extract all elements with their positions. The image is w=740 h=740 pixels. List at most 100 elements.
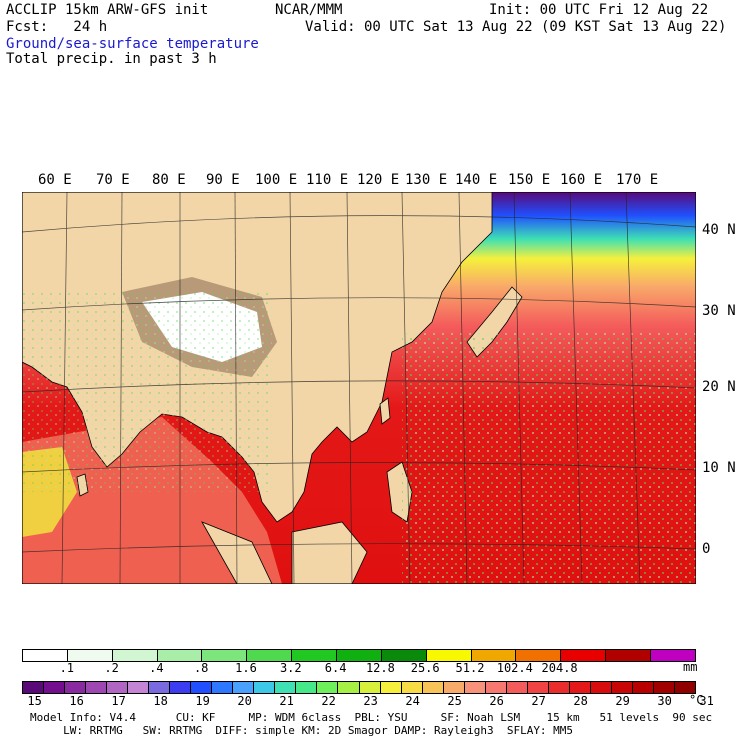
colorbar-tick-label: 51.2 bbox=[455, 661, 485, 675]
colorbar-cell bbox=[674, 682, 695, 693]
colorbar-tick-label: 29 bbox=[615, 694, 630, 708]
colorbar-cell bbox=[561, 650, 607, 661]
valid-time: Valid: 00 UTC Sat 13 Aug 22 (09 KST Sat … bbox=[305, 19, 727, 35]
colorbar-cell bbox=[296, 682, 318, 693]
colorbar-tick-label: 17 bbox=[111, 694, 126, 708]
colorbar-cell bbox=[651, 650, 695, 661]
colorbar-tick-label: 1.6 bbox=[235, 661, 257, 675]
latitude-label: 10 N bbox=[702, 460, 736, 476]
graticule bbox=[22, 192, 696, 584]
precip-colorbar bbox=[22, 649, 696, 662]
colorbar-cell bbox=[606, 650, 652, 661]
colorbar-cell bbox=[381, 650, 427, 661]
colorbar-cell bbox=[338, 682, 360, 693]
colorbar-tick-label: 204.8 bbox=[541, 661, 578, 675]
colorbar-cell bbox=[107, 682, 129, 693]
longitude-label: 60 E bbox=[38, 172, 72, 188]
colorbar-cell bbox=[471, 650, 517, 661]
colorbar-cell bbox=[212, 682, 234, 693]
colorbar-cell bbox=[202, 650, 248, 661]
precip-overlay-land bbox=[22, 292, 272, 492]
forecast-hour: Fcst: 24 h bbox=[6, 19, 108, 35]
colorbar-tick-label: 28 bbox=[573, 694, 588, 708]
temperature-colorbar bbox=[22, 681, 696, 694]
colorbar-tick-label: 19 bbox=[195, 694, 210, 708]
colorbar-cell bbox=[149, 682, 171, 693]
latitude-label: 0 bbox=[702, 541, 711, 557]
colorbar-cell bbox=[65, 682, 87, 693]
colorbar-cell bbox=[632, 682, 654, 693]
init-time: Init: 00 UTC Fri 12 Aug 22 bbox=[489, 2, 709, 18]
colorbar-tick-label: 30 bbox=[657, 694, 672, 708]
colorbar-cell bbox=[422, 682, 444, 693]
forecast-map bbox=[22, 192, 696, 584]
colorbar-cell bbox=[317, 682, 339, 693]
colorbar-cell bbox=[527, 682, 549, 693]
longitude-label: 130 E bbox=[405, 172, 448, 188]
colorbar-tick-label: 20 bbox=[237, 694, 252, 708]
longitude-label: 120 E bbox=[357, 172, 400, 188]
colorbar-tick-label: 27 bbox=[531, 694, 546, 708]
colorbar-tick-label: 12.8 bbox=[365, 661, 395, 675]
longitude-label: 80 E bbox=[152, 172, 186, 188]
colorbar-cell bbox=[590, 682, 612, 693]
precip-unit: mm bbox=[683, 660, 698, 674]
colorbar-tick-label: 16 bbox=[69, 694, 84, 708]
temperature-unit: °C bbox=[689, 693, 704, 707]
longitude-label: 140 E bbox=[455, 172, 498, 188]
colorbar-cell bbox=[44, 682, 66, 693]
colorbar-tick-label: .1 bbox=[59, 661, 75, 675]
colorbar-tick-label: .2 bbox=[104, 661, 119, 675]
colorbar-cell bbox=[191, 682, 213, 693]
colorbar-cell bbox=[67, 650, 113, 661]
colorbar-tick-label: 23 bbox=[363, 694, 378, 708]
colorbar-tick-label: 18 bbox=[153, 694, 168, 708]
model-title: ACCLIP 15km ARW-GFS init bbox=[6, 2, 209, 18]
colorbar-cell bbox=[23, 650, 68, 661]
longitude-label: 100 E bbox=[255, 172, 298, 188]
colorbar-cell bbox=[292, 650, 338, 661]
colorbar-cell bbox=[611, 682, 633, 693]
colorbar-tick-label: .8 bbox=[193, 661, 209, 675]
colorbar-tick-label: 25.6 bbox=[410, 661, 440, 675]
colorbar-tick-label: .4 bbox=[149, 661, 164, 675]
colorbar-tick-label: 15 bbox=[27, 694, 42, 708]
colorbar-cell bbox=[359, 682, 381, 693]
colorbar-cell bbox=[337, 650, 382, 661]
colorbar-cell bbox=[569, 682, 591, 693]
colorbar-cell bbox=[170, 682, 192, 693]
colorbar-cell bbox=[23, 682, 45, 693]
colorbar-cell bbox=[485, 682, 507, 693]
colorbar-cell bbox=[112, 650, 158, 661]
colorbar-cell bbox=[426, 650, 472, 661]
colorbar-tick-label: 24 bbox=[405, 694, 420, 708]
longitude-label: 150 E bbox=[508, 172, 551, 188]
colorbar-cell bbox=[275, 682, 297, 693]
longitude-label: 160 E bbox=[560, 172, 603, 188]
org-label: NCAR/MMM bbox=[275, 2, 343, 18]
colorbar-cell bbox=[157, 650, 203, 661]
colorbar-cell bbox=[401, 682, 423, 693]
precip-overlay bbox=[402, 332, 696, 584]
colorbar-tick-label: 25 bbox=[447, 694, 462, 708]
colorbar-cell bbox=[380, 682, 402, 693]
longitude-label: 110 E bbox=[306, 172, 349, 188]
model-info-line1: Model Info: V4.4 CU: KF MP: WDM 6class P… bbox=[30, 711, 713, 724]
taiwan-land bbox=[379, 397, 391, 425]
colorbar-cell bbox=[233, 682, 255, 693]
colorbar-cell bbox=[128, 682, 150, 693]
colorbar-cell bbox=[506, 682, 528, 693]
model-info-line2: LW: RRTMG SW: RRTMG DIFF: simple KM: 2D … bbox=[30, 724, 574, 737]
longitude-label: 90 E bbox=[206, 172, 240, 188]
colorbar-tick-label: 31 bbox=[699, 694, 714, 708]
colorbar-cell bbox=[443, 682, 465, 693]
colorbar-tick-label: 21 bbox=[279, 694, 294, 708]
colorbar-tick-label: 22 bbox=[321, 694, 336, 708]
colorbar-cell bbox=[516, 650, 562, 661]
borneo-land bbox=[291, 521, 368, 584]
longitude-label: 70 E bbox=[96, 172, 130, 188]
field-label-temperature: Ground/sea-surface temperature bbox=[6, 36, 259, 52]
colorbar-cell bbox=[254, 682, 276, 693]
latitude-label: 40 N bbox=[702, 222, 736, 238]
latitude-label: 30 N bbox=[702, 303, 736, 319]
